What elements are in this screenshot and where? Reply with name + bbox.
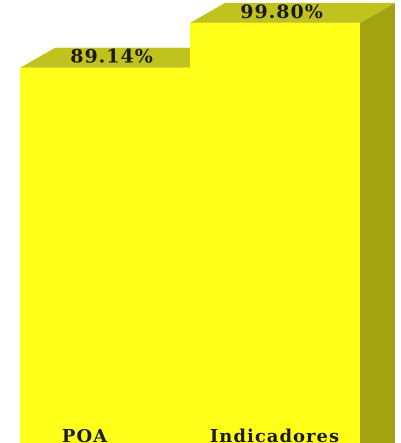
data-label-poa: 89.14%	[70, 46, 154, 68]
category-label-poa: POA	[62, 426, 108, 443]
category-label-indicadores: Indicadores	[210, 426, 340, 443]
data-label-indicadores: 99.80%	[240, 1, 324, 23]
bar-side-indicadores	[360, 2, 395, 443]
bars-group	[20, 2, 395, 443]
labels-group: 89.14% POA 99.80% Indicadores	[62, 1, 340, 443]
bar-top-poa	[20, 47, 225, 68]
bar-indicadores	[190, 22, 360, 443]
bar-poa	[20, 67, 190, 443]
bar-top-indicadores	[190, 2, 395, 23]
